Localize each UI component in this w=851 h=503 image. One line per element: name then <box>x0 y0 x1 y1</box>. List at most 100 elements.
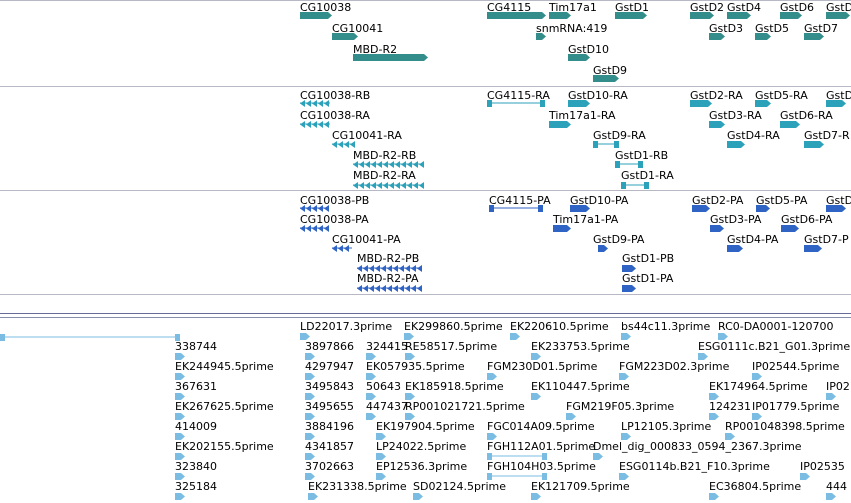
feature-label: ESG0111c.B21_G01.3prime <box>698 340 851 353</box>
feature-label: EK110447.5prime <box>531 380 630 393</box>
feature-bar <box>826 493 832 500</box>
strand-arrow <box>300 121 305 128</box>
strand-arrow <box>411 285 416 292</box>
feature-label: EK231338.5prime <box>308 480 407 493</box>
feature-bar <box>826 393 832 400</box>
strand-arrow <box>350 141 355 148</box>
strand-arrow <box>741 141 745 148</box>
feature-label: snmRNA:419 <box>536 22 608 35</box>
feature-bar <box>175 473 181 480</box>
strand-arrow <box>419 493 423 500</box>
feature-bar <box>709 413 715 420</box>
strand-arrow <box>324 225 329 232</box>
feature-label: CG10038 <box>300 1 352 14</box>
exon-block <box>542 453 547 460</box>
strand-arrow <box>357 265 362 272</box>
strand-arrow <box>181 473 185 480</box>
strand-arrow <box>567 121 571 128</box>
feature-bar <box>405 353 411 360</box>
strand-arrow <box>395 161 400 168</box>
feature-label: IP01779.5prime <box>752 400 840 413</box>
feature-label: EK121709.5prime <box>531 480 630 493</box>
feature-bar <box>727 12 747 19</box>
feature-label: GstD6 <box>780 1 815 14</box>
feature-bar <box>549 12 567 19</box>
feature-label: GstD <box>826 89 851 102</box>
strand-arrow <box>369 285 374 292</box>
feature-label: Dmel_dig_000833_0594_2367.3prime <box>593 440 802 453</box>
strand-arrow <box>627 433 631 440</box>
feature-bar <box>175 393 181 400</box>
strand-arrow <box>632 265 636 272</box>
strand-arrow <box>625 373 629 380</box>
strand-arrow <box>332 141 337 148</box>
strand-arrow <box>318 100 323 107</box>
feature-bar <box>175 493 181 500</box>
strand-arrow <box>365 161 370 168</box>
strand-arrow <box>413 161 418 168</box>
feature-bar <box>305 433 311 440</box>
feature-label: LP12105.3prime <box>621 420 712 433</box>
feature-bar <box>531 493 537 500</box>
feature-bar <box>305 473 311 480</box>
feature-bar <box>621 433 627 440</box>
feature-bar <box>405 413 411 420</box>
feature-bar <box>553 225 567 232</box>
strand-arrow <box>369 265 374 272</box>
strand-arrow <box>353 182 358 189</box>
feature-bar <box>568 100 586 107</box>
feature-bar <box>568 54 586 61</box>
feature-label: GstD2 <box>690 1 725 14</box>
feature-label: CG10041-PA <box>332 233 401 246</box>
strand-arrow <box>306 121 311 128</box>
strand-arrow <box>300 205 305 212</box>
feature-label: GstD6-RA <box>780 109 833 122</box>
feature-bar <box>353 54 424 61</box>
strand-arrow <box>542 33 546 40</box>
exon-block <box>538 205 543 212</box>
strand-arrow <box>715 493 719 500</box>
feature-bar <box>175 413 181 420</box>
strand-arrow <box>311 373 315 380</box>
feature-label: GstD <box>826 194 851 207</box>
strand-arrow <box>599 453 603 460</box>
strand-arrow <box>806 473 810 480</box>
feature-label: GstD6-PA <box>781 213 833 226</box>
strand-arrow <box>832 493 836 500</box>
feature-bar <box>800 473 806 480</box>
feature-label: 325184 <box>175 480 217 493</box>
feature-label: GstD7-R <box>804 129 850 142</box>
feature-bar <box>710 225 720 232</box>
feature-bar <box>487 433 493 440</box>
feature-label: EK185918.5prime <box>405 380 504 393</box>
strand-arrow <box>324 100 329 107</box>
strand-arrow <box>537 493 541 500</box>
feature-label: FGM223D02.3prime <box>619 360 730 373</box>
strand-arrow <box>625 473 629 480</box>
strand-arrow <box>354 33 358 40</box>
feature-label: GstD1-PA <box>622 272 674 285</box>
exon-block <box>489 205 494 212</box>
feature-label: MBD-R2-RB <box>353 149 417 162</box>
feature-label: EK220610.5prime <box>510 320 609 333</box>
strand-arrow <box>387 265 392 272</box>
feature-bar <box>781 225 795 232</box>
feature-bar <box>300 12 328 19</box>
feature-label: GstD9-PA <box>593 233 645 246</box>
